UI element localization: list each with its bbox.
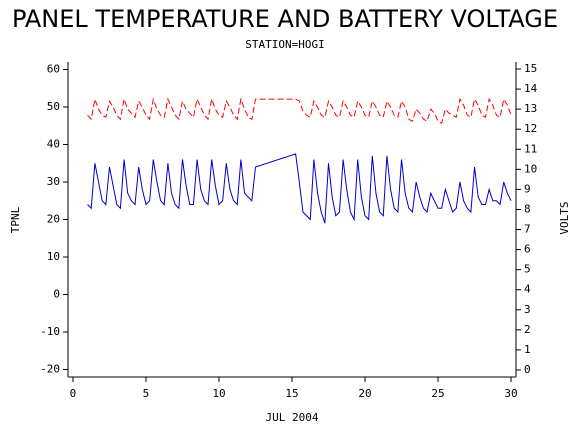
y-tick-label: 40 [47, 138, 60, 151]
y2-tick-label: 14 [524, 82, 538, 95]
y2-tick-label: 0 [524, 363, 531, 376]
y2-tick-label: 6 [524, 243, 531, 256]
y-tick-label: -20 [40, 363, 60, 376]
y2-tick-label: 1 [524, 343, 531, 356]
y-tick-label: 10 [47, 250, 60, 263]
y-tick-label: -10 [40, 325, 60, 338]
y2-tick-label: 12 [524, 122, 537, 135]
series-line [87, 97, 512, 124]
x-tick-label: 10 [212, 387, 225, 400]
y2-tick-label: 15 [524, 62, 537, 75]
y2-tick-label: 5 [524, 263, 531, 276]
y2-tick-label: 11 [524, 142, 537, 155]
y-tick-label: 60 [47, 63, 60, 76]
y-tick-label: 0 [53, 288, 60, 301]
chart-title: PANEL TEMPERATURE AND BATTERY VOLTAGE [12, 5, 558, 33]
x-tick-label: 0 [70, 387, 77, 400]
x-tick-label: 15 [285, 387, 298, 400]
y2-tick-label: 8 [524, 202, 531, 215]
x-axis-label: JUL 2004 [266, 411, 319, 424]
y2-axis-label: VOLTS [558, 201, 570, 234]
x-tick-label: 5 [143, 387, 150, 400]
y2-tick-label: 13 [524, 102, 537, 115]
y-tick-label: 20 [47, 213, 60, 226]
y2-tick-label: 7 [524, 223, 531, 236]
x-tick-label: 25 [431, 387, 444, 400]
y2-tick-label: 2 [524, 323, 531, 336]
y-tick-label: 50 [47, 100, 60, 113]
y2-tick-label: 9 [524, 182, 531, 195]
y-tick-label: 30 [47, 175, 60, 188]
y2-tick-label: 3 [524, 303, 531, 316]
x-tick-label: 20 [358, 387, 371, 400]
y-axis-label: TPNL [9, 206, 22, 233]
chart-subtitle: STATION=HOGI [245, 38, 324, 51]
series-line [87, 153, 512, 224]
y2-tick-label: 10 [524, 162, 537, 175]
y2-tick-label: 4 [524, 283, 531, 296]
x-tick-label: 30 [504, 387, 517, 400]
